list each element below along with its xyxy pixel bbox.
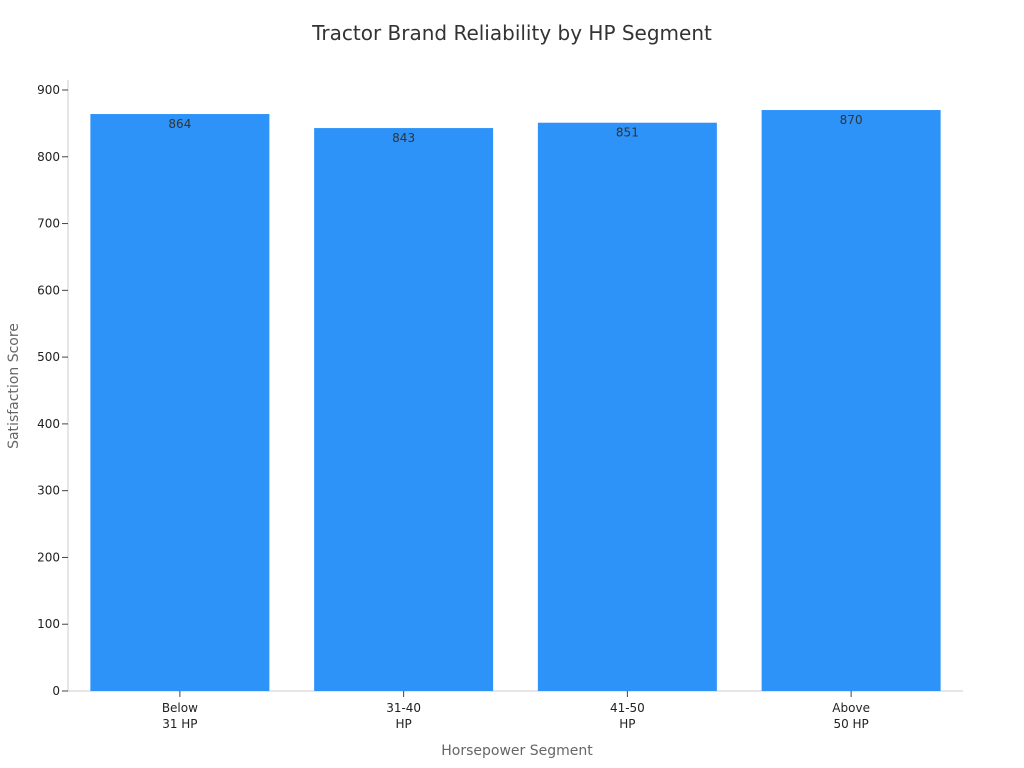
x-tick-label: 31-40 — [386, 701, 421, 715]
data-label: 870 — [840, 113, 863, 127]
x-tick-label: Below — [162, 701, 198, 715]
y-tick-label: 300 — [37, 484, 60, 498]
x-tick-label: HP — [395, 717, 411, 731]
y-tick-label: 400 — [37, 417, 60, 431]
x-tick-label: 41-50 — [610, 701, 645, 715]
chart-title: Tractor Brand Reliability by HP Segment — [311, 21, 712, 45]
y-tick-label: 500 — [37, 350, 60, 364]
x-tick-label: HP — [619, 717, 635, 731]
y-tick-label: 600 — [37, 283, 60, 297]
plot-area: 0 100 200 300 400 500 600 700 800 900 864 Below 31 H… — [37, 80, 963, 731]
y-tick-label: 800 — [37, 150, 60, 164]
data-label: 843 — [392, 131, 415, 145]
y-tick-label: 200 — [37, 550, 60, 564]
bar — [314, 128, 494, 691]
bar — [537, 122, 717, 691]
y-tick-label: 900 — [37, 83, 60, 97]
y-axis-title: Satisfaction Score — [6, 323, 22, 449]
bar — [90, 114, 270, 692]
y-tick-label: 0 — [52, 684, 60, 698]
x-tick-label: Above — [832, 701, 870, 715]
x-tick-label: 50 HP — [833, 717, 868, 731]
data-label: 851 — [616, 126, 639, 140]
data-label: 864 — [168, 117, 191, 131]
y-tick-label: 100 — [37, 617, 60, 631]
x-axis-title: Horsepower Segment — [441, 743, 593, 759]
y-tick-label: 700 — [37, 217, 60, 231]
x-tick-label: 31 HP — [162, 717, 197, 731]
bar — [761, 110, 941, 692]
